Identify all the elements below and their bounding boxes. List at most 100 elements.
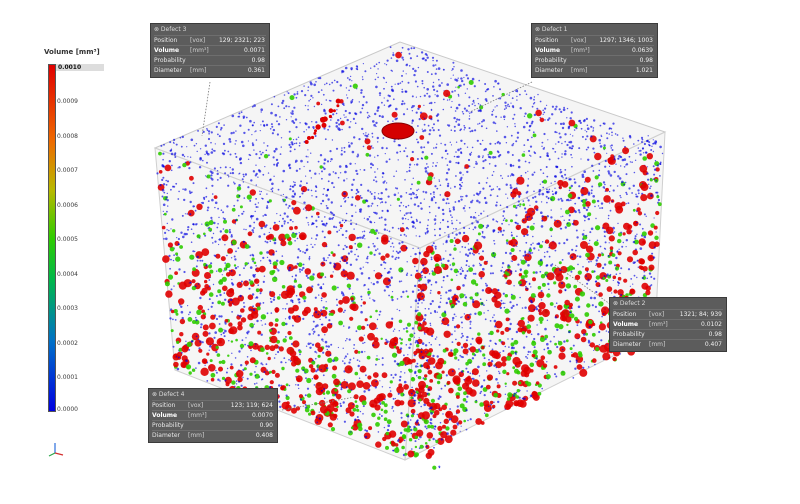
pore-particle xyxy=(228,340,229,341)
pore-particle xyxy=(297,384,299,386)
pore-particle xyxy=(216,346,219,349)
pore-particle xyxy=(442,371,445,374)
pore-particle xyxy=(495,321,503,329)
axis-orientation-icon[interactable] xyxy=(46,440,66,460)
pore-particle xyxy=(532,106,534,108)
pore-particle xyxy=(253,104,256,107)
pore-particle xyxy=(554,343,557,346)
pore-particle xyxy=(182,236,185,239)
pore-particle xyxy=(458,95,460,97)
pore-particle xyxy=(598,163,600,165)
pore-particle xyxy=(414,253,416,255)
pore-particle xyxy=(362,231,363,232)
pore-particle xyxy=(243,132,245,134)
pore-particle xyxy=(545,239,549,243)
pore-particle xyxy=(583,333,586,336)
pore-particle xyxy=(554,188,555,189)
pore-particle xyxy=(269,291,275,297)
pore-particle xyxy=(255,375,257,377)
pore-particle xyxy=(414,337,415,338)
pore-particle xyxy=(382,357,384,359)
pore-particle xyxy=(428,125,430,127)
pore-particle xyxy=(554,373,556,375)
pore-particle xyxy=(434,310,436,312)
pore-particle xyxy=(199,297,201,299)
pore-particle xyxy=(254,324,255,325)
pore-particle xyxy=(640,150,642,152)
pore-particle xyxy=(483,149,485,151)
pore-particle xyxy=(427,57,429,59)
pore-particle xyxy=(399,379,401,381)
pore-particle xyxy=(288,269,290,271)
pore-particle xyxy=(337,418,338,419)
pore-particle xyxy=(286,395,288,397)
pore-particle xyxy=(178,238,180,240)
pore-particle xyxy=(370,163,373,166)
pore-particle xyxy=(582,174,585,177)
pore-particle xyxy=(384,228,386,230)
pore-particle xyxy=(344,117,345,118)
callout-defect-1[interactable]: ⊗ Defect 1 Position[vox]1297; 1346; 1003… xyxy=(531,23,658,78)
pore-particle xyxy=(501,223,503,225)
pore-particle xyxy=(375,381,377,383)
defect-1-blob[interactable] xyxy=(382,123,414,139)
pore-particle xyxy=(548,117,550,119)
pore-particle xyxy=(591,270,594,273)
pore-particle xyxy=(588,243,589,244)
callout-defect-3[interactable]: ⊗ Defect 3 Position[vox]129; 2321; 223 V… xyxy=(150,23,270,78)
pore-particle xyxy=(204,154,205,155)
pore-particle xyxy=(206,187,208,189)
pore-particle xyxy=(323,162,325,164)
pore-particle xyxy=(527,139,529,141)
pore-particle xyxy=(199,166,201,168)
callout-defect-2[interactable]: ⊗ Defect 2 Position[vox]1321; 84; 939 Vo… xyxy=(609,297,727,352)
pore-particle xyxy=(341,153,343,155)
pore-particle xyxy=(422,83,424,85)
pore-particle xyxy=(343,248,345,250)
pore-particle xyxy=(465,195,467,197)
pore-particle xyxy=(424,276,426,278)
pore-particle xyxy=(208,264,212,268)
pore-particle xyxy=(313,328,315,330)
pore-particle xyxy=(443,349,447,353)
pore-particle xyxy=(174,271,178,275)
pore-particle xyxy=(264,154,268,158)
pore-particle xyxy=(609,202,610,203)
pore-particle xyxy=(448,388,454,394)
pore-particle xyxy=(493,252,495,254)
pore-particle xyxy=(166,197,167,198)
pore-particle xyxy=(407,415,409,417)
pore-particle xyxy=(229,229,231,231)
pore-particle xyxy=(493,240,495,242)
pore-particle xyxy=(539,156,541,158)
pore-particle xyxy=(441,323,442,324)
pore-particle xyxy=(367,324,369,326)
pore-particle xyxy=(200,148,201,149)
pore-particle xyxy=(599,207,601,209)
pore-particle xyxy=(488,365,490,367)
pore-particle xyxy=(208,133,210,135)
pore-particle xyxy=(617,134,619,136)
pore-particle xyxy=(195,319,197,321)
pore-particle xyxy=(378,62,380,64)
pore-particle xyxy=(440,298,442,300)
pore-particle xyxy=(411,448,413,450)
pore-particle xyxy=(428,95,430,97)
pore-particle xyxy=(479,109,481,111)
callout-defect-4[interactable]: ⊗ Defect 4 Position[vox]123; 119; 624 Vo… xyxy=(148,388,278,443)
pore-particle xyxy=(375,79,377,81)
pore-particle xyxy=(546,202,548,204)
pore-particle xyxy=(335,172,337,174)
pore-particle xyxy=(338,177,340,179)
pore-particle xyxy=(459,293,464,298)
pore-particle xyxy=(218,315,220,317)
pore-particle xyxy=(358,419,360,421)
pore-particle xyxy=(432,355,434,357)
pore-particle xyxy=(370,191,372,193)
pore-particle xyxy=(289,167,291,169)
pore-particle xyxy=(361,326,365,330)
pore-particle xyxy=(384,289,386,291)
pore-particle xyxy=(489,345,490,346)
